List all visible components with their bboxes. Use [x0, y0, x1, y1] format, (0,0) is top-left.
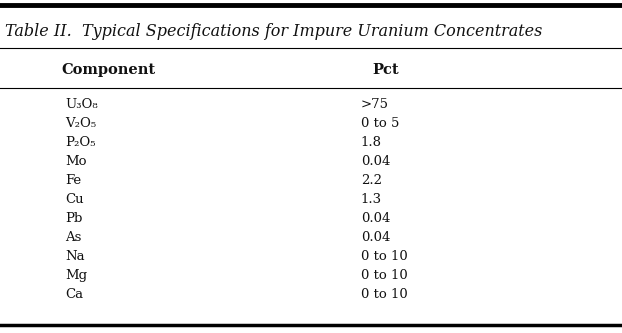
Text: 0.04: 0.04	[361, 231, 390, 244]
Text: 2.2: 2.2	[361, 174, 382, 187]
Text: U₃O₈: U₃O₈	[65, 98, 98, 112]
Text: Mo: Mo	[65, 155, 87, 168]
Text: As: As	[65, 231, 81, 244]
Text: >75: >75	[361, 98, 389, 112]
Text: 1.3: 1.3	[361, 193, 382, 206]
Text: Component: Component	[62, 63, 156, 77]
Text: Na: Na	[65, 250, 85, 263]
Text: 0.04: 0.04	[361, 155, 390, 168]
Text: 0 to 10: 0 to 10	[361, 269, 407, 282]
Text: Mg: Mg	[65, 269, 88, 282]
Text: Ca: Ca	[65, 288, 83, 301]
Text: P₂O₅: P₂O₅	[65, 136, 96, 150]
Text: Fe: Fe	[65, 174, 81, 187]
Text: Pct: Pct	[373, 63, 399, 77]
Text: 0.04: 0.04	[361, 212, 390, 225]
Text: Table II.  Typical Specifications for Impure Uranium Concentrates: Table II. Typical Specifications for Imp…	[5, 23, 542, 40]
Text: 1.8: 1.8	[361, 136, 382, 150]
Text: 0 to 10: 0 to 10	[361, 288, 407, 301]
Text: 0 to 5: 0 to 5	[361, 117, 399, 131]
Text: 0 to 10: 0 to 10	[361, 250, 407, 263]
Text: Pb: Pb	[65, 212, 83, 225]
Text: V₂O₅: V₂O₅	[65, 117, 96, 131]
Text: Cu: Cu	[65, 193, 84, 206]
